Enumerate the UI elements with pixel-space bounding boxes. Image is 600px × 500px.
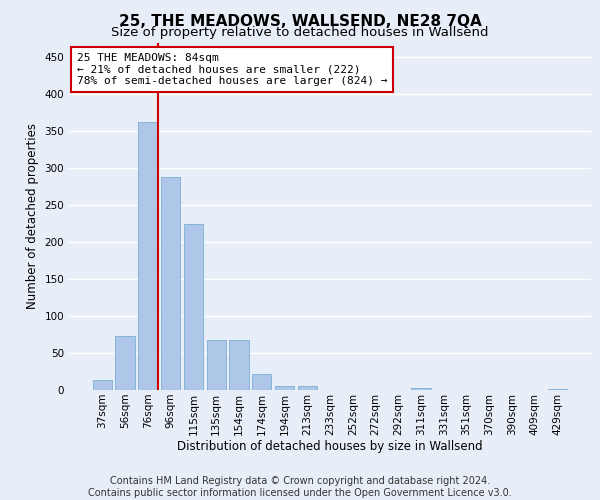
Bar [138, 122, 158, 390]
Bar [115, 336, 135, 390]
Bar [548, 388, 567, 390]
Text: Size of property relative to detached houses in Wallsend: Size of property relative to detached ho… [111, 26, 489, 39]
Bar [252, 374, 271, 390]
Text: 25, THE MEADOWS, WALLSEND, NE28 7QA: 25, THE MEADOWS, WALLSEND, NE28 7QA [119, 14, 481, 29]
Text: 25 THE MEADOWS: 84sqm
← 21% of detached houses are smaller (222)
78% of semi-det: 25 THE MEADOWS: 84sqm ← 21% of detached … [77, 53, 388, 86]
Bar [184, 224, 203, 390]
Bar [412, 388, 431, 390]
X-axis label: Distribution of detached houses by size in Wallsend: Distribution of detached houses by size … [177, 440, 483, 454]
Bar [229, 340, 248, 390]
Bar [93, 380, 112, 390]
Bar [161, 177, 181, 390]
Y-axis label: Number of detached properties: Number of detached properties [26, 123, 39, 309]
Bar [298, 386, 317, 390]
Bar [275, 386, 294, 390]
Text: Contains HM Land Registry data © Crown copyright and database right 2024.
Contai: Contains HM Land Registry data © Crown c… [88, 476, 512, 498]
Bar [206, 340, 226, 390]
